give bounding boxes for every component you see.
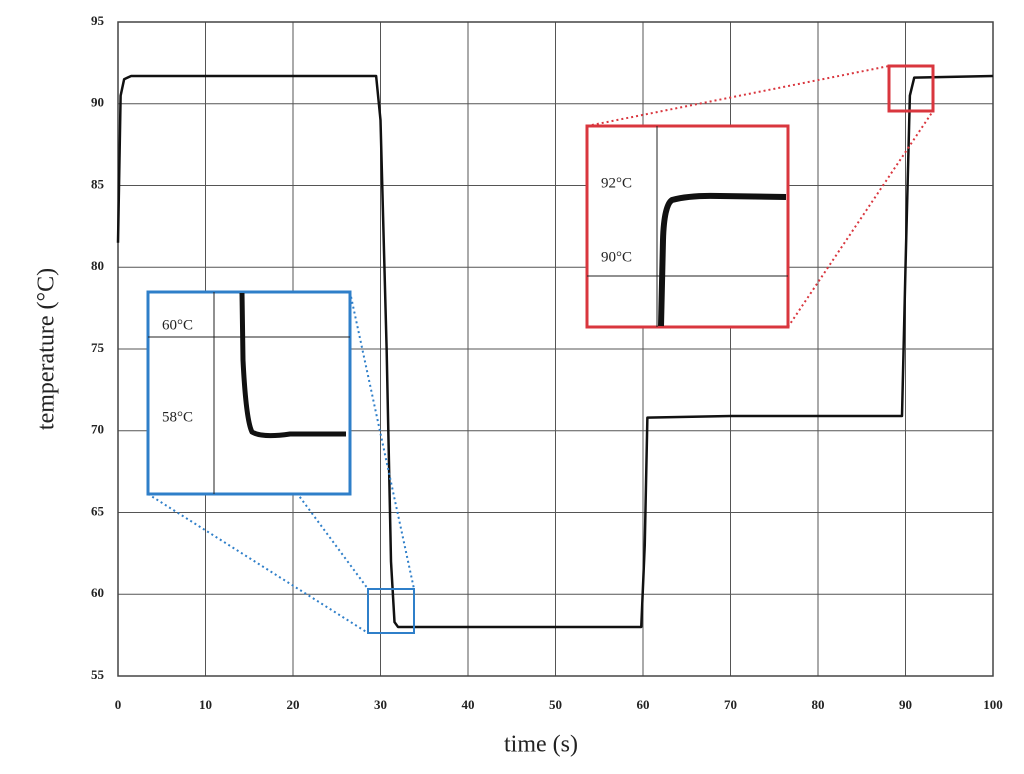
x-tick-label: 0	[115, 697, 122, 712]
y-tick-label: 55	[91, 667, 105, 682]
inset-label: 90°C	[601, 249, 632, 265]
inset-curve	[239, 292, 346, 439]
y-tick-label: 85	[91, 176, 105, 191]
x-tick-label: 40	[462, 697, 475, 712]
inset-label: 92°C	[601, 175, 632, 191]
x-axis-label: time (s)	[504, 732, 578, 758]
y-tick-label: 65	[91, 503, 105, 518]
x-tick-label: 30	[374, 697, 387, 712]
x-tick-label: 60	[637, 697, 650, 712]
x-tick-label: 80	[812, 697, 825, 712]
line-series	[116, 74, 994, 629]
inset-label: 60°C	[162, 317, 193, 333]
inset-label: 58°C	[162, 409, 193, 425]
inset-frame	[146, 290, 352, 496]
inset-curve	[658, 192, 787, 327]
y-tick-label: 75	[91, 340, 105, 355]
blue-inset: 60°C 58°C	[146, 290, 352, 496]
blue-zoom-region	[367, 588, 415, 634]
x-tick-label: 100	[983, 697, 1003, 712]
x-tick-label: 10	[199, 697, 212, 712]
y-axis-label: temperature (°C)	[34, 268, 60, 430]
y-tick-label: 95	[91, 13, 105, 28]
plot-frame	[117, 21, 994, 677]
x-tick-label: 70	[724, 697, 737, 712]
x-tick-label: 50	[549, 697, 562, 712]
y-tick-label: 60	[91, 585, 104, 600]
x-tick-label: 20	[287, 697, 300, 712]
red-connector	[586, 65, 934, 328]
x-tick-label: 90	[899, 697, 912, 712]
red-zoom-region	[887, 64, 935, 113]
red-inset: 92°C 90°C	[585, 124, 790, 329]
y-tick-label: 80	[91, 258, 104, 273]
inset-frame	[585, 124, 790, 329]
y-tick-label: 70	[91, 422, 104, 437]
y-tick-label: 90	[91, 95, 104, 110]
